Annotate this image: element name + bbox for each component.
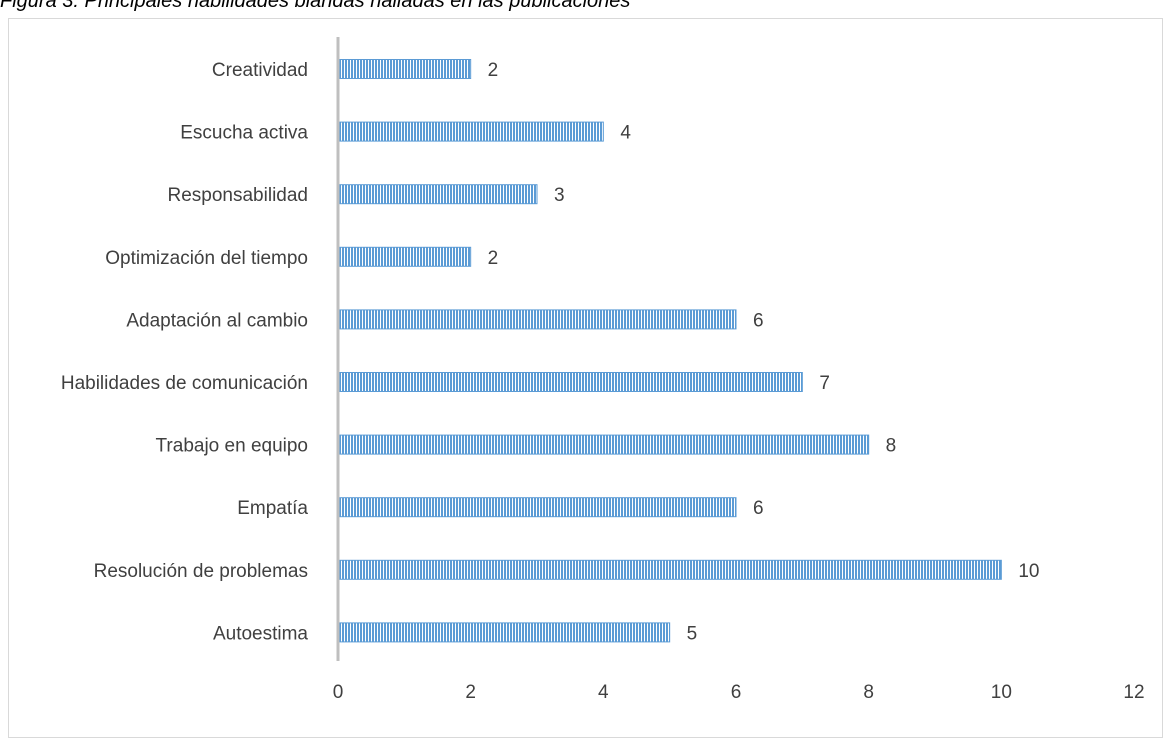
bar-chart: Creatividad Escucha activa Responsabilidad… bbox=[61, 37, 1145, 703]
data-label: 8 bbox=[886, 436, 897, 457]
bar bbox=[338, 59, 472, 79]
category-label: Autoestima bbox=[213, 623, 308, 644]
category-label: Adaptación al cambio bbox=[126, 310, 308, 331]
data-label: 2 bbox=[488, 60, 499, 81]
category-label: Habilidades de comunicación bbox=[61, 373, 308, 394]
x-tick-label: 12 bbox=[1123, 682, 1144, 703]
bar bbox=[338, 121, 604, 142]
bar bbox=[338, 434, 870, 455]
data-labels-layer: 2 4 3 2 6 7 8 6 10 5 bbox=[488, 60, 1040, 644]
bar bbox=[338, 246, 472, 267]
data-label: 6 bbox=[753, 498, 764, 519]
bar bbox=[338, 497, 737, 518]
bar bbox=[338, 184, 538, 205]
x-tick-labels-layer: 0 2 4 6 8 10 12 bbox=[333, 682, 1145, 703]
bar bbox=[338, 372, 803, 392]
x-tick-label: 0 bbox=[333, 682, 344, 703]
figure-caption: Figura 3. Principales habilidades blanda… bbox=[0, 0, 631, 12]
x-tick-label: 10 bbox=[991, 682, 1012, 703]
bar bbox=[338, 622, 671, 643]
category-labels-layer: Creatividad Escucha activa Responsabilidad… bbox=[61, 60, 309, 644]
bar bbox=[338, 309, 737, 330]
category-label: Resolución de problemas bbox=[94, 561, 308, 582]
category-label: Responsabilidad bbox=[168, 185, 309, 206]
category-label: Empatía bbox=[237, 498, 308, 519]
data-label: 3 bbox=[554, 185, 565, 206]
x-tick-label: 8 bbox=[863, 682, 874, 703]
x-tick-label: 2 bbox=[465, 682, 476, 703]
data-label: 6 bbox=[753, 310, 764, 331]
x-tick-label: 4 bbox=[598, 682, 609, 703]
category-label: Trabajo en equipo bbox=[156, 436, 308, 457]
data-label: 10 bbox=[1018, 561, 1039, 582]
category-label: Creatividad bbox=[212, 60, 308, 81]
bar bbox=[338, 559, 1002, 580]
category-label: Escucha activa bbox=[180, 123, 308, 144]
data-label: 2 bbox=[488, 248, 499, 269]
bars-layer bbox=[338, 59, 1002, 643]
data-label: 5 bbox=[687, 623, 698, 644]
x-tick-label: 6 bbox=[731, 682, 742, 703]
category-label: Optimización del tiempo bbox=[105, 248, 308, 269]
chart-frame: Creatividad Escucha activa Responsabilidad… bbox=[8, 18, 1163, 738]
data-label: 7 bbox=[819, 373, 830, 394]
data-label: 4 bbox=[620, 123, 631, 144]
